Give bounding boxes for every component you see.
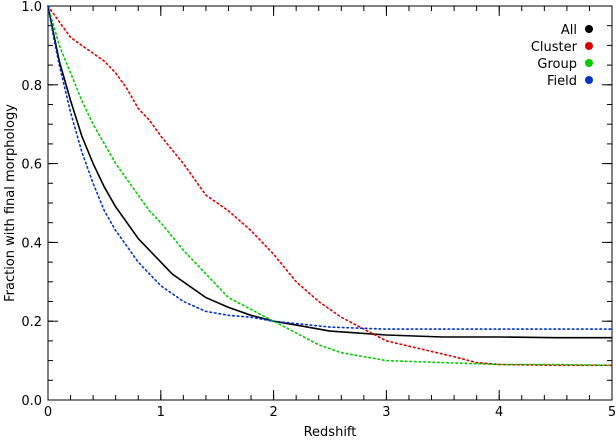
series-line-cluster	[47, 5, 613, 367]
series-line-all	[47, 5, 612, 339]
legend-label-group: Group	[537, 57, 577, 72]
legend-label-field: Field	[547, 74, 577, 89]
y-axis-ticks: 0.0 0.2 0.4 0.6 0.8 1.0	[21, 0, 612, 409]
legend-marker-cluster	[585, 42, 593, 50]
x-axis-ticks: 0 1 2 3 4 5	[44, 6, 616, 420]
legend: All Cluster Group Field	[531, 23, 593, 89]
x-tick-label: 5	[608, 405, 616, 420]
y-tick-label: 0.6	[21, 158, 42, 173]
y-tick-label: 0.0	[21, 394, 42, 409]
legend-marker-all	[585, 25, 593, 33]
x-tick-label: 4	[495, 405, 503, 420]
legend-marker-field	[585, 76, 593, 84]
y-tick-label: 0.8	[21, 79, 42, 94]
legend-marker-group	[585, 59, 593, 67]
x-tick-label: 3	[382, 405, 390, 420]
series-line-field	[47, 5, 613, 330]
x-tick-label: 1	[157, 405, 165, 420]
y-tick-label: 1.0	[21, 0, 42, 15]
y-tick-label: 0.4	[21, 236, 42, 251]
series-lines	[47, 5, 613, 367]
legend-label-all: All	[561, 23, 577, 38]
series-line-group	[47, 5, 613, 367]
y-tick-label: 0.2	[21, 315, 42, 330]
x-axis-label: Redshift	[304, 425, 357, 440]
y-axis-label: Fraction with final morphology	[3, 104, 18, 302]
x-tick-label: 2	[269, 405, 277, 420]
x-tick-label: 0	[44, 405, 52, 420]
plot-frame	[47, 5, 613, 401]
legend-label-cluster: Cluster	[531, 40, 578, 55]
